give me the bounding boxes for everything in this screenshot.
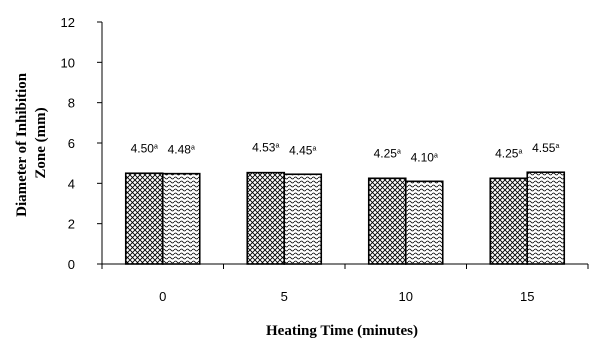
bar-series-1 <box>489 177 529 265</box>
data-label: 4.48a <box>168 143 195 157</box>
y-tick-label: 12 <box>61 15 75 30</box>
bar-series-1 <box>367 177 407 265</box>
data-label: 4.53a <box>252 141 279 155</box>
y-tick-label: 10 <box>61 55 75 70</box>
y-axis-title: Diameter of Inhibition Zone (mm) <box>14 69 49 217</box>
data-label: 4.50a <box>131 141 158 155</box>
bar-series-1 <box>124 172 164 265</box>
y-axis-title-line-1: Diameter of Inhibition <box>14 72 30 217</box>
x-tick-label: 5 <box>281 289 288 304</box>
x-tick-label: 10 <box>399 289 413 304</box>
data-label: 4.55a <box>532 141 559 155</box>
x-axis-title: Heating Time (minutes) <box>266 323 418 339</box>
x-tick-label: 0 <box>159 289 166 304</box>
data-label: 4.45a <box>289 143 316 157</box>
data-labels-group: 4.50a 4.53a 4.25a 4.25a 4.48a 4.45a 4.10a 4.55a <box>131 141 560 165</box>
bars-group <box>124 171 566 265</box>
bar-series-1 <box>246 171 286 265</box>
x-axis: 0 5 10 15 <box>101 263 589 304</box>
bar-series-2 <box>161 172 201 265</box>
y-tick-label: 4 <box>68 176 75 191</box>
bar-series-2 <box>283 173 323 265</box>
y-tick-label: 0 <box>68 257 75 272</box>
y-axis-title-line-2: Zone (mm) <box>33 107 49 178</box>
x-tick-label: 15 <box>520 289 534 304</box>
bar-series-2 <box>526 171 566 265</box>
data-label: 4.10a <box>411 150 438 164</box>
data-label: 4.25a <box>374 146 401 160</box>
bar-series-2 <box>404 180 444 265</box>
y-tick-label: 6 <box>68 136 75 151</box>
y-tick-label: 2 <box>68 217 75 232</box>
y-tick-label: 8 <box>68 96 75 111</box>
y-axis: 0 2 4 6 8 10 12 <box>61 15 103 272</box>
data-label: 4.25a <box>495 146 522 160</box>
